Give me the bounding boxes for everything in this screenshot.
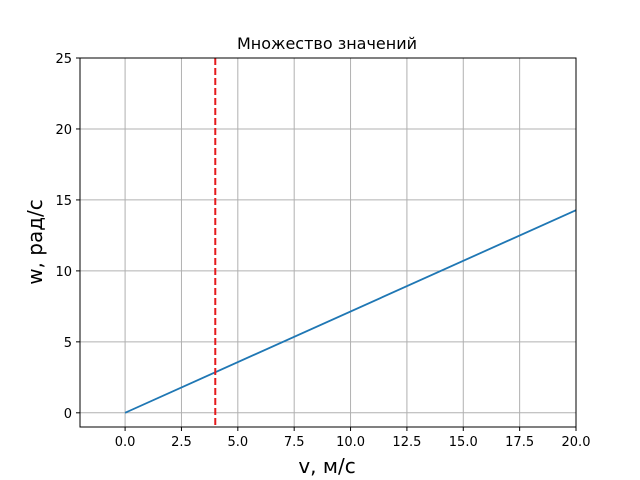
grid [80, 57, 577, 427]
y-axis-title: w, рад/с [23, 199, 47, 285]
x-tick-label: 15.0 [449, 435, 478, 450]
chart-title: Множество значений [237, 34, 417, 53]
y-tick-label: 10 [55, 265, 72, 280]
x-tick-label: 5.0 [227, 435, 248, 450]
x-tick-label: 2.5 [171, 435, 192, 450]
series-line [124, 209, 577, 414]
y-tick-label: 5 [64, 336, 72, 351]
x-tick-label: 17.5 [505, 435, 534, 450]
x-tick-label: 0.0 [115, 435, 136, 450]
plot-lines [124, 58, 577, 427]
y-tick-label: 20 [55, 123, 72, 138]
x-tick-label: 7.5 [284, 435, 305, 450]
x-axis-title: v, м/с [298, 454, 355, 478]
y-tick-label: 0 [64, 407, 72, 422]
y-tick-label: 15 [55, 194, 72, 209]
y-tick-label: 25 [55, 52, 72, 67]
x-tick-label: 10.0 [336, 435, 365, 450]
ticks: 0.0 2.5 5.0 7.5 10.0 12.5 15.0 17.5 20.0 0 5 10 15 20… [55, 52, 590, 450]
x-tick-label: 12.5 [392, 435, 421, 450]
x-tick-label: 20.0 [562, 435, 591, 450]
plot-frame [79, 57, 577, 428]
